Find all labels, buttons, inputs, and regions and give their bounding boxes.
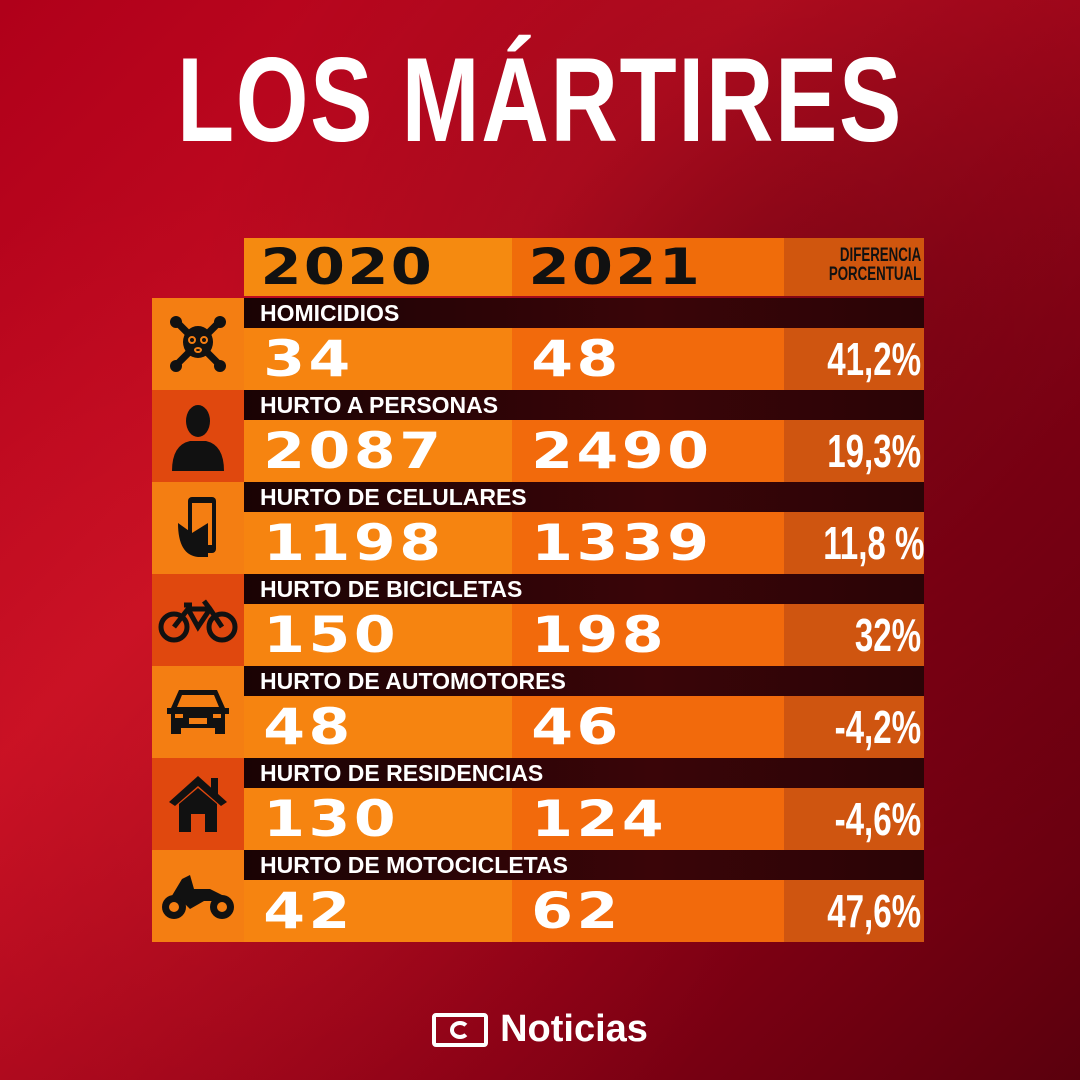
header-diff: DIFERENCIA PORCENTUAL	[784, 238, 924, 296]
value-diff: 32%	[854, 609, 922, 661]
table-row: HURTO DE CELULARES 1198 1339 11,8 %	[152, 482, 924, 574]
value-diff: 47,6%	[827, 885, 922, 937]
skull-crossbones-icon	[152, 298, 244, 390]
value-2021: 1339	[531, 514, 713, 572]
value-2021: 124	[531, 790, 668, 848]
value-2021: 48	[531, 330, 622, 388]
table-row: HURTO DE MOTOCICLETAS 42 62 47,6%	[152, 850, 924, 942]
value-2020: 150	[263, 606, 400, 664]
row-label: HURTO DE AUTOMOTORES	[244, 666, 924, 696]
value-diff: -4,6%	[834, 793, 922, 845]
value-2020: 48	[263, 698, 354, 756]
row-label: HURTO DE MOTOCICLETAS	[244, 850, 924, 880]
table-header: 2020 2021 DIFERENCIA PORCENTUAL	[244, 238, 924, 296]
table-row: HURTO DE BICICLETAS 150 198 32%	[152, 574, 924, 666]
value-2020: 1198	[263, 514, 445, 572]
value-2021: 46	[531, 698, 622, 756]
person-icon	[152, 390, 244, 482]
row-label: HURTO DE RESIDENCIAS	[244, 758, 924, 788]
motorcycle-icon	[152, 850, 244, 942]
row-label: HURTO DE CELULARES	[244, 482, 924, 512]
value-diff: 41,2%	[827, 333, 922, 385]
value-2021: 198	[531, 606, 668, 664]
house-icon	[152, 758, 244, 850]
footer-brand: Noticias	[0, 1008, 1080, 1051]
header-2020: 2020	[244, 238, 512, 296]
value-2021: 62	[531, 882, 622, 940]
table-row: HOMICIDIOS 34 48 41,2%	[152, 298, 924, 390]
value-2020: 42	[263, 882, 354, 940]
value-diff: 19,3%	[827, 425, 922, 477]
value-diff: -4,2%	[834, 701, 922, 753]
value-2021: 2490	[531, 422, 713, 480]
value-2020: 2087	[263, 422, 445, 480]
page-title: LOS MÁRTIRES	[177, 33, 903, 167]
rcn-logo-icon	[432, 1012, 489, 1047]
header-2021: 2021	[512, 238, 784, 296]
car-icon	[152, 666, 244, 758]
table-row: HURTO DE AUTOMOTORES 48 46 -4,2%	[152, 666, 924, 758]
table-row: HURTO A PERSONAS 2087 2490 19,3%	[152, 390, 924, 482]
row-label: HOMICIDIOS	[244, 298, 924, 328]
phone-in-hand-icon	[152, 482, 244, 574]
value-diff: 11,8 %	[823, 517, 925, 569]
value-2020: 130	[263, 790, 400, 848]
value-2020: 34	[263, 330, 354, 388]
bicycle-icon	[152, 574, 244, 666]
row-label: HURTO DE BICICLETAS	[244, 574, 924, 604]
row-label: HURTO A PERSONAS	[244, 390, 924, 420]
brand-name: Noticias	[500, 1008, 648, 1050]
table-row: HURTO DE RESIDENCIAS 130 124 -4,6%	[152, 758, 924, 850]
